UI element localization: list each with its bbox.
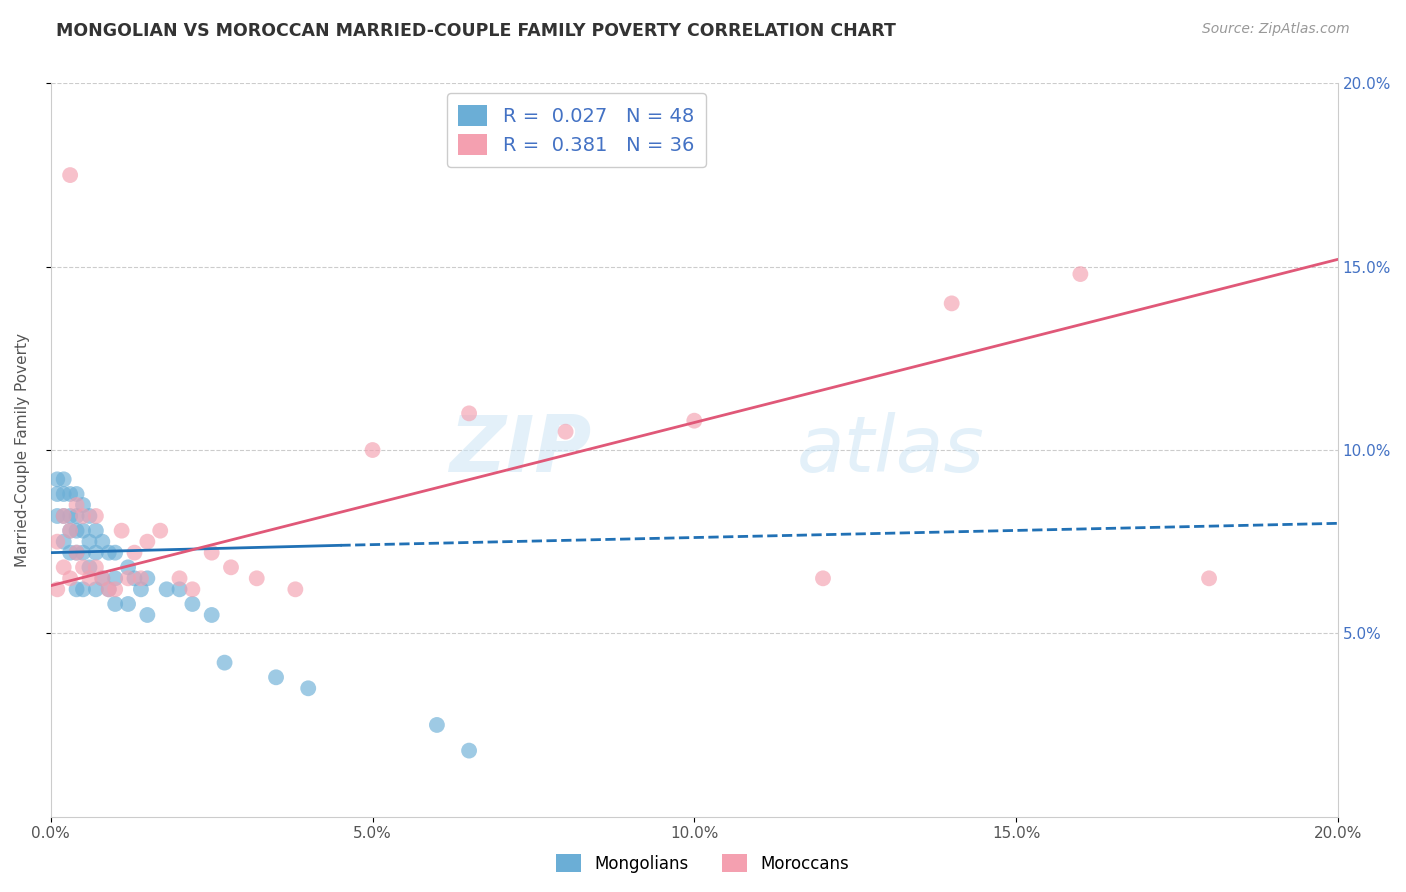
Point — [59, 508, 82, 523]
Point — [104, 571, 127, 585]
Point — [79, 508, 101, 523]
Point — [156, 582, 179, 597]
Point — [59, 487, 82, 501]
Point — [264, 670, 287, 684]
Point — [169, 582, 191, 597]
Point — [124, 571, 146, 585]
Point — [683, 414, 706, 428]
Point — [46, 508, 69, 523]
Point — [214, 656, 236, 670]
Point — [65, 487, 87, 501]
Point — [59, 524, 82, 538]
Point — [1198, 571, 1220, 585]
Legend: R =  0.027   N = 48, R =  0.381   N = 36: R = 0.027 N = 48, R = 0.381 N = 36 — [447, 93, 706, 167]
Point — [361, 443, 384, 458]
Text: Source: ZipAtlas.com: Source: ZipAtlas.com — [1202, 22, 1350, 37]
Point — [201, 607, 224, 622]
Point — [426, 718, 449, 732]
Text: MONGOLIAN VS MOROCCAN MARRIED-COUPLE FAMILY POVERTY CORRELATION CHART: MONGOLIAN VS MOROCCAN MARRIED-COUPLE FAM… — [56, 22, 896, 40]
Legend: Mongolians, Moroccans: Mongolians, Moroccans — [550, 847, 856, 880]
Point — [65, 546, 87, 560]
Point — [104, 597, 127, 611]
Point — [59, 168, 82, 182]
Point — [104, 582, 127, 597]
Point — [181, 582, 204, 597]
Point — [136, 571, 159, 585]
Point — [1069, 267, 1091, 281]
Point — [52, 508, 75, 523]
Point — [97, 582, 120, 597]
Point — [129, 582, 152, 597]
Point — [46, 534, 69, 549]
Point — [554, 425, 576, 439]
Text: ZIP: ZIP — [449, 412, 592, 488]
Point — [284, 582, 307, 597]
Point — [297, 681, 319, 696]
Point — [65, 582, 87, 597]
Point — [129, 571, 152, 585]
Point — [219, 560, 242, 574]
Text: atlas: atlas — [797, 412, 986, 488]
Point — [65, 546, 87, 560]
Point — [149, 524, 172, 538]
Point — [59, 546, 82, 560]
Point — [97, 546, 120, 560]
Y-axis label: Married-Couple Family Poverty: Married-Couple Family Poverty — [15, 333, 30, 567]
Point — [52, 472, 75, 486]
Point — [65, 498, 87, 512]
Point — [52, 534, 75, 549]
Point — [117, 571, 139, 585]
Point — [246, 571, 269, 585]
Point — [79, 560, 101, 574]
Point — [110, 524, 132, 538]
Point — [169, 571, 191, 585]
Point — [72, 508, 94, 523]
Point — [72, 498, 94, 512]
Point — [84, 546, 107, 560]
Point — [84, 508, 107, 523]
Point — [136, 534, 159, 549]
Point — [117, 597, 139, 611]
Point — [941, 296, 963, 310]
Point — [97, 582, 120, 597]
Point — [59, 571, 82, 585]
Point — [84, 524, 107, 538]
Point — [79, 571, 101, 585]
Point — [72, 546, 94, 560]
Point — [117, 560, 139, 574]
Point — [181, 597, 204, 611]
Point — [84, 560, 107, 574]
Point — [104, 546, 127, 560]
Point — [811, 571, 834, 585]
Point — [79, 534, 101, 549]
Point — [201, 546, 224, 560]
Point — [91, 534, 114, 549]
Point — [458, 743, 481, 757]
Point — [91, 571, 114, 585]
Point — [72, 560, 94, 574]
Point — [458, 406, 481, 420]
Point — [59, 524, 82, 538]
Point — [84, 582, 107, 597]
Point — [46, 487, 69, 501]
Point — [65, 508, 87, 523]
Point — [46, 582, 69, 597]
Point — [124, 546, 146, 560]
Point — [136, 607, 159, 622]
Point — [65, 524, 87, 538]
Point — [52, 508, 75, 523]
Point — [52, 487, 75, 501]
Point — [72, 582, 94, 597]
Point — [91, 571, 114, 585]
Point — [52, 560, 75, 574]
Point — [72, 524, 94, 538]
Point — [46, 472, 69, 486]
